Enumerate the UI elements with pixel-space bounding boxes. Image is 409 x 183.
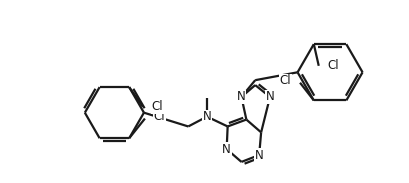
- Text: N: N: [254, 149, 263, 162]
- Text: N: N: [202, 110, 211, 123]
- Text: N: N: [222, 143, 231, 156]
- Text: Cl: Cl: [327, 59, 338, 72]
- Text: Cl: Cl: [151, 100, 163, 113]
- Text: N: N: [236, 90, 245, 103]
- Text: N: N: [265, 90, 274, 103]
- Text: Cl: Cl: [153, 110, 165, 123]
- Text: Cl: Cl: [279, 74, 290, 87]
